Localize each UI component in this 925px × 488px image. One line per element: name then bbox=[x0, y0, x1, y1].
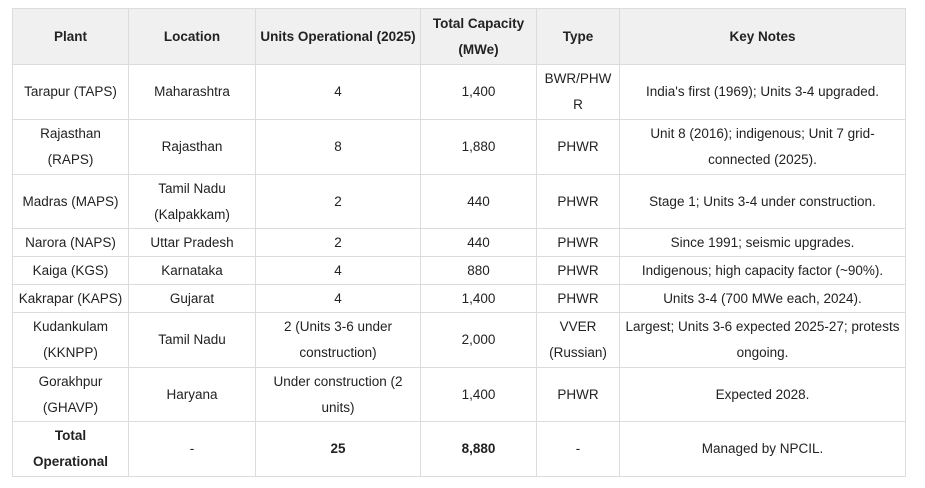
cell-notes: Units 3-4 (700 MWe each, 2024). bbox=[619, 284, 906, 313]
total-units: 25 bbox=[255, 421, 421, 477]
cell-plant: Kakrapar (KAPS) bbox=[12, 284, 129, 313]
cell-capacity: 440 bbox=[420, 174, 537, 229]
table-row: Madras (MAPS) Tamil Nadu (Kalpakkam) 2 4… bbox=[12, 174, 906, 229]
cell-plant: Madras (MAPS) bbox=[12, 174, 129, 229]
cell-capacity: 2,000 bbox=[420, 312, 537, 368]
cell-location: Gujarat bbox=[128, 284, 256, 313]
header-plant: Plant bbox=[12, 8, 129, 65]
cell-location: Rajasthan bbox=[128, 119, 256, 175]
cell-capacity: 1,400 bbox=[420, 64, 537, 120]
cell-notes: Stage 1; Units 3-4 under construction. bbox=[619, 174, 906, 229]
header-units-operational: Units Operational (2025) bbox=[255, 8, 421, 65]
cell-units: 2 bbox=[255, 228, 421, 257]
cell-location: Tamil Nadu (Kalpakkam) bbox=[128, 174, 256, 229]
header-location: Location bbox=[128, 8, 256, 65]
cell-type: BWR/PHWR bbox=[536, 64, 620, 120]
header-type: Type bbox=[536, 8, 620, 65]
cell-notes: India's first (1969); Units 3-4 upgraded… bbox=[619, 64, 906, 120]
cell-type: PHWR bbox=[536, 174, 620, 229]
table-row: Kaiga (KGS) Karnataka 4 880 PHWR Indigen… bbox=[12, 256, 906, 285]
cell-capacity: 1,400 bbox=[420, 367, 537, 422]
cell-notes: Indigenous; high capacity factor (~90%). bbox=[619, 256, 906, 285]
cell-units: Under construction (2 units) bbox=[255, 367, 421, 422]
cell-units: 4 bbox=[255, 256, 421, 285]
total-notes: Managed by NPCIL. bbox=[619, 421, 906, 477]
cell-plant: Rajasthan (RAPS) bbox=[12, 119, 129, 175]
header-total-capacity: Total Capacity (MWe) bbox=[420, 8, 537, 65]
table-row: Rajasthan (RAPS) Rajasthan 8 1,880 PHWR … bbox=[12, 119, 906, 175]
cell-units: 4 bbox=[255, 64, 421, 120]
cell-location: Karnataka bbox=[128, 256, 256, 285]
cell-capacity: 880 bbox=[420, 256, 537, 285]
cell-units: 4 bbox=[255, 284, 421, 313]
cell-notes: Unit 8 (2016); indigenous; Unit 7 grid-c… bbox=[619, 119, 906, 175]
total-row: Total Operational - 25 8,880 - Managed b… bbox=[12, 421, 906, 477]
cell-type: PHWR bbox=[536, 228, 620, 257]
cell-type: PHWR bbox=[536, 284, 620, 313]
cell-plant: Gorakhpur (GHAVP) bbox=[12, 367, 129, 422]
cell-notes: Expected 2028. bbox=[619, 367, 906, 422]
total-type: - bbox=[536, 421, 620, 477]
cell-type: PHWR bbox=[536, 119, 620, 175]
table-row: Kakrapar (KAPS) Gujarat 4 1,400 PHWR Uni… bbox=[12, 284, 906, 313]
table-row: Narora (NAPS) Uttar Pradesh 2 440 PHWR S… bbox=[12, 228, 906, 257]
cell-plant: Kudankulam (KKNPP) bbox=[12, 312, 129, 368]
nuclear-plants-table: Plant Location Units Operational (2025) … bbox=[12, 8, 906, 477]
table-row: Gorakhpur (GHAVP) Haryana Under construc… bbox=[12, 367, 906, 422]
table-header-row: Plant Location Units Operational (2025) … bbox=[12, 8, 906, 65]
table-row: Kudankulam (KKNPP) Tamil Nadu 2 (Units 3… bbox=[12, 312, 906, 368]
total-capacity: 8,880 bbox=[420, 421, 537, 477]
total-label: Total Operational bbox=[12, 421, 129, 477]
cell-units: 2 bbox=[255, 174, 421, 229]
cell-units: 8 bbox=[255, 119, 421, 175]
total-location: - bbox=[128, 421, 256, 477]
header-key-notes: Key Notes bbox=[619, 8, 906, 65]
cell-type: PHWR bbox=[536, 367, 620, 422]
cell-plant: Tarapur (TAPS) bbox=[12, 64, 129, 120]
cell-location: Haryana bbox=[128, 367, 256, 422]
cell-notes: Largest; Units 3-6 expected 2025-27; pro… bbox=[619, 312, 906, 368]
cell-location: Uttar Pradesh bbox=[128, 228, 256, 257]
cell-location: Maharashtra bbox=[128, 64, 256, 120]
cell-notes: Since 1991; seismic upgrades. bbox=[619, 228, 906, 257]
cell-capacity: 1,400 bbox=[420, 284, 537, 313]
cell-capacity: 1,880 bbox=[420, 119, 537, 175]
cell-units: 2 (Units 3-6 under construction) bbox=[255, 312, 421, 368]
cell-plant: Kaiga (KGS) bbox=[12, 256, 129, 285]
cell-type: VVER (Russian) bbox=[536, 312, 620, 368]
table-row: Tarapur (TAPS) Maharashtra 4 1,400 BWR/P… bbox=[12, 64, 906, 120]
cell-plant: Narora (NAPS) bbox=[12, 228, 129, 257]
cell-capacity: 440 bbox=[420, 228, 537, 257]
cell-type: PHWR bbox=[536, 256, 620, 285]
cell-location: Tamil Nadu bbox=[128, 312, 256, 368]
